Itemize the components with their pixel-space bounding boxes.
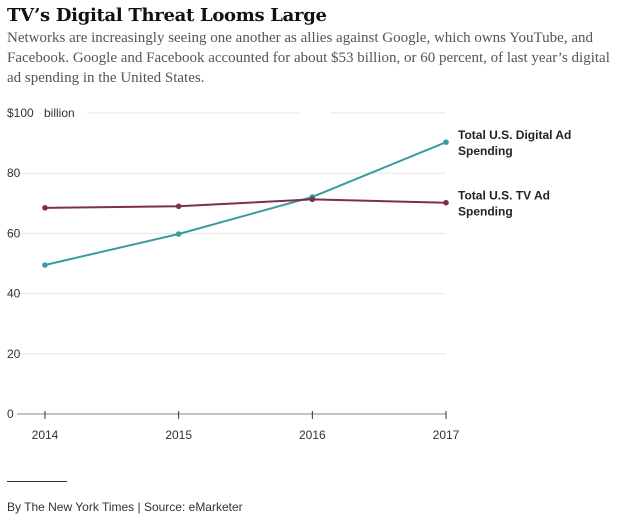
y-unit-label: billion	[44, 106, 75, 120]
y-axis-labels: 0 20 40 60 80 $100 billion	[7, 106, 75, 421]
y-tick-label: 40	[7, 287, 21, 301]
series-lines	[42, 139, 449, 268]
footer-divider	[7, 481, 67, 482]
chart-title: TV’s Digital Threat Looms Large	[7, 5, 327, 26]
x-axis: 2014 2015 2016 2017	[17, 411, 460, 442]
y-tick-label: 80	[7, 166, 21, 180]
grid-gap	[300, 107, 330, 119]
line-chart: 2014 2015 2016 2017 0 20 40 60 80 $100 billion To…	[7, 106, 571, 442]
chart-subtitle: Networks are increasingly seeing one ano…	[7, 30, 610, 86]
x-tick-label: 2015	[165, 428, 192, 442]
y-tick-label: 20	[7, 347, 21, 361]
data-point	[175, 231, 182, 237]
y-tick-label: 60	[7, 226, 21, 240]
data-point	[443, 199, 449, 206]
data-point	[42, 205, 48, 211]
label-background	[7, 107, 87, 119]
x-tick-label: 2016	[299, 428, 326, 442]
series-labels: Total U.S. Digital Ad Spending Total U.S. …	[458, 128, 571, 219]
series-label: Total U.S. TV Ad Spending	[458, 189, 550, 219]
data-point	[443, 139, 449, 145]
series-line-1	[44, 198, 447, 209]
grid-lines	[7, 107, 446, 355]
y-tick-label: $100	[7, 106, 34, 120]
data-point	[309, 196, 316, 203]
source-credit: By The New York Times | Source: eMarkete…	[7, 500, 243, 514]
x-tick-label: 2014	[32, 428, 59, 442]
data-point	[175, 203, 182, 210]
series-label: Total U.S. Digital Ad Spending	[458, 128, 571, 158]
y-tick-label: 0	[7, 407, 14, 421]
data-point	[42, 262, 48, 268]
series-line-0	[44, 141, 447, 266]
x-tick-label: 2017	[433, 428, 460, 442]
